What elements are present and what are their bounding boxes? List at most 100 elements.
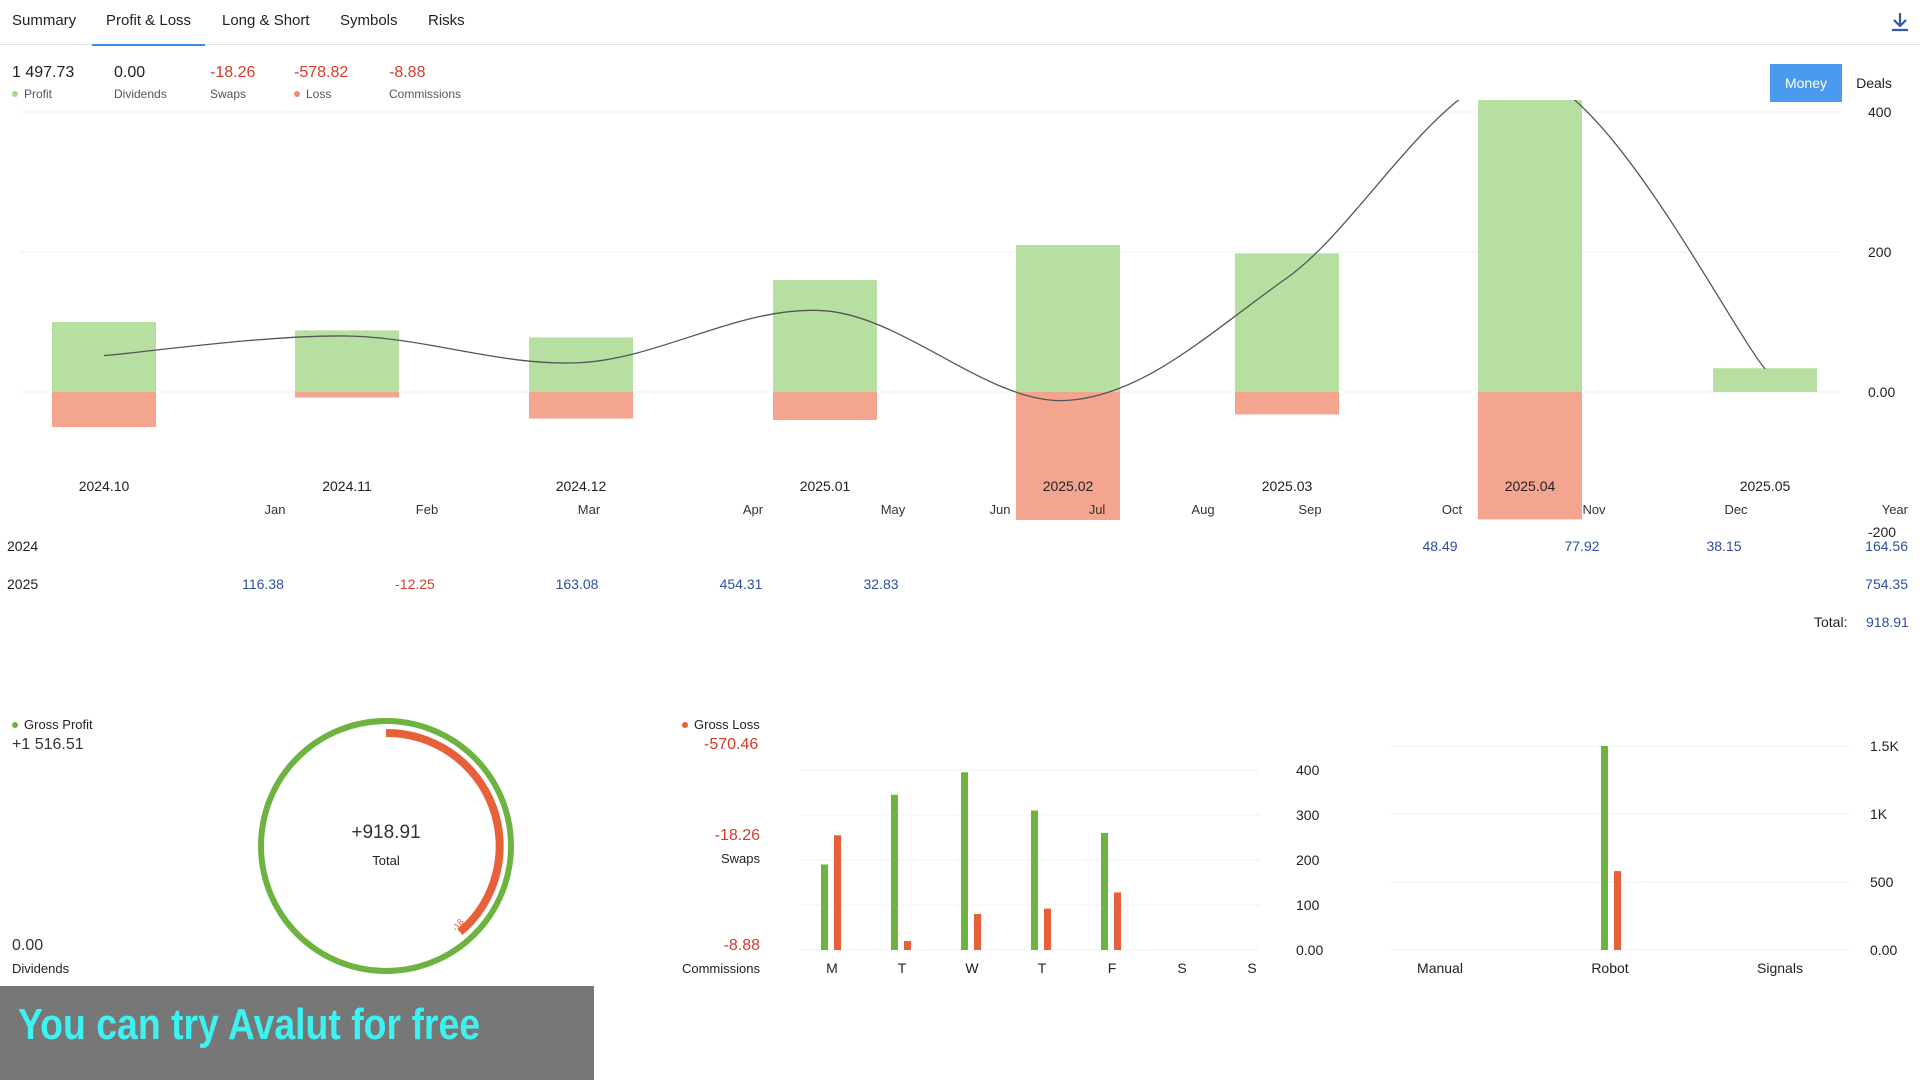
tab-profit-loss[interactable]: Profit & Loss xyxy=(92,0,206,46)
weekday-loss-bar[interactable] xyxy=(834,835,841,950)
main-x-tick-label: 2025.01 xyxy=(799,478,851,494)
table-cell: 38.15 xyxy=(1706,538,1742,554)
trade-type-bar-chart xyxy=(1390,745,1850,951)
loss-bar[interactable] xyxy=(295,392,399,398)
main-x-tick-label: 2024.12 xyxy=(555,478,607,494)
weekday-y-tick-label: 300 xyxy=(1296,807,1320,823)
swaps-value: -18.26 xyxy=(210,64,256,81)
total-label: Total: xyxy=(1814,614,1848,630)
weekday-y-tick-label: 0.00 xyxy=(1296,942,1324,958)
table-row-year: 2024 xyxy=(7,538,39,554)
total-value: 918.91 xyxy=(1866,614,1909,630)
donut-loss-arc xyxy=(385,728,504,936)
profit-bar[interactable] xyxy=(773,280,877,392)
weekday-profit-bar[interactable] xyxy=(1101,833,1108,950)
weekday-loss-bar[interactable] xyxy=(1114,892,1121,950)
tab-symbols[interactable]: Symbols xyxy=(340,12,398,29)
swaps-label: Swaps xyxy=(210,87,247,101)
tab-summary[interactable]: Summary xyxy=(12,12,77,29)
profit-bar[interactable] xyxy=(1713,368,1817,392)
type-y-tick-label: 0.00 xyxy=(1870,942,1898,958)
weekday-x-label: S xyxy=(1247,960,1257,976)
money-toggle-button[interactable]: Money xyxy=(1770,64,1842,102)
tab-bar: Summary Profit & Loss Long & Short Symbo… xyxy=(0,0,1920,46)
type-x-label: Signals xyxy=(1757,960,1803,976)
weekday-x-label: W xyxy=(965,960,979,976)
tab-long-short[interactable]: Long & Short xyxy=(222,12,310,29)
type-y-tick-label: 1.5K xyxy=(1870,738,1899,754)
table-cell: 163.08 xyxy=(555,576,599,592)
profit-dot-icon xyxy=(12,91,18,97)
type-profit-bar[interactable] xyxy=(1601,746,1608,950)
table-cell: 77.92 xyxy=(1564,538,1600,554)
type-loss-bar[interactable] xyxy=(1614,871,1621,950)
weekday-profit-bar[interactable] xyxy=(821,864,828,951)
profit-bar[interactable] xyxy=(1478,100,1582,392)
donut-profit-ring xyxy=(258,718,514,974)
weekday-x-label: S xyxy=(1177,960,1187,976)
main-y-tick-label: 0.00 xyxy=(1868,384,1896,400)
table-cell: 454.31 xyxy=(719,576,763,592)
main-y-tick-label: 200 xyxy=(1868,244,1892,260)
table-cell: 48.49 xyxy=(1422,538,1458,554)
table-cell: 754.35 xyxy=(1865,576,1908,592)
table-row-year: 2025 xyxy=(7,576,39,592)
month-header: Nov xyxy=(1582,502,1606,517)
loss-bar[interactable] xyxy=(1235,392,1339,415)
main-x-tick-label: 2024.11 xyxy=(322,478,372,494)
main-x-tick-label: 2024.10 xyxy=(78,478,130,494)
weekday-loss-bar[interactable] xyxy=(904,941,911,950)
loss-bar[interactable] xyxy=(773,392,877,420)
dividends-label: Dividends xyxy=(114,87,167,101)
profit-bar[interactable] xyxy=(1016,245,1120,392)
month-header: Dec xyxy=(1724,502,1748,517)
month-header: Year xyxy=(1881,502,1908,517)
month-header: Apr xyxy=(742,502,764,517)
loss-label: Loss xyxy=(294,87,331,101)
main-y-tick-label: 400 xyxy=(1868,104,1892,120)
weekday-profit-bar[interactable] xyxy=(891,794,898,950)
weekday-x-label: T xyxy=(897,960,907,976)
donut-total-value: +918.91 xyxy=(351,822,421,843)
loss-bar[interactable] xyxy=(52,392,156,427)
type-x-label: Manual xyxy=(1417,960,1463,976)
weekday-profit-bar[interactable] xyxy=(961,772,968,950)
month-header: Mar xyxy=(577,502,601,517)
monthly-pl-chart xyxy=(20,100,1840,520)
loss-dot-icon xyxy=(294,91,300,97)
profit-bar[interactable] xyxy=(295,330,399,392)
commissions-label: Commissions xyxy=(389,87,462,101)
commissions-value: -8.88 xyxy=(389,64,426,81)
month-header: Jun xyxy=(989,502,1011,517)
month-header: Sep xyxy=(1298,502,1322,517)
download-icon[interactable] xyxy=(1888,10,1912,34)
profit-bar[interactable] xyxy=(529,337,633,392)
profit-value: 1 497.73 xyxy=(12,64,75,81)
loss-bar[interactable] xyxy=(1016,392,1120,520)
weekday-x-label: M xyxy=(826,960,838,976)
month-header: Feb xyxy=(415,502,439,517)
loss-bar[interactable] xyxy=(529,392,633,419)
weekday-x-label: F xyxy=(1107,960,1117,976)
month-header: Jul xyxy=(1088,502,1106,517)
weekday-loss-bar[interactable] xyxy=(1044,908,1051,950)
loss-bar[interactable] xyxy=(1478,392,1582,520)
table-cell: 164.56 xyxy=(1865,538,1908,554)
promo-banner: You can try Avalut for free xyxy=(0,986,594,1080)
dividends-bottom-value: 0.00 xyxy=(12,937,44,954)
weekday-loss-bar[interactable] xyxy=(974,914,981,950)
main-x-tick-label: 2025.03 xyxy=(1261,478,1313,494)
month-header: May xyxy=(880,502,906,517)
gross-loss-legend: Gross Loss xyxy=(682,717,760,732)
weekday-profit-bar[interactable] xyxy=(1031,810,1038,951)
main-x-tick-label: 2025.05 xyxy=(1739,478,1791,494)
month-header: Aug xyxy=(1191,502,1215,517)
profit-label: Profit xyxy=(12,87,52,101)
tab-risks[interactable]: Risks xyxy=(428,12,465,29)
weekday-x-label: T xyxy=(1037,960,1047,976)
donut-total-label: Total xyxy=(372,853,400,868)
profit-bar[interactable] xyxy=(1235,253,1339,392)
profit-bar[interactable] xyxy=(52,322,156,392)
deals-toggle-button[interactable]: Deals xyxy=(1856,75,1892,91)
commissions-bottom-label: Commissions xyxy=(681,961,760,976)
